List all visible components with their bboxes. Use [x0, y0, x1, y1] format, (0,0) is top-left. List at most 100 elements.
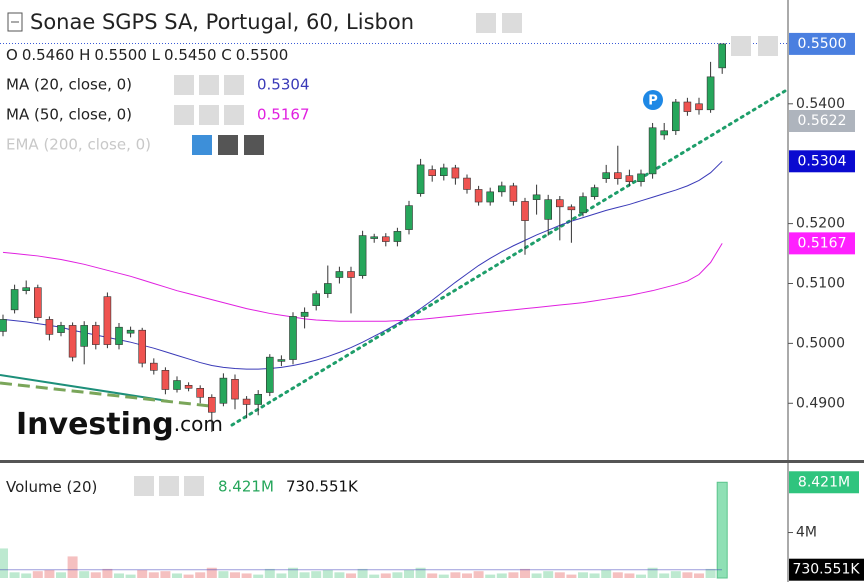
- button[interactable]: [224, 105, 244, 125]
- candle-body: [671, 101, 680, 132]
- volume-bar: [450, 572, 461, 578]
- header-buttons: [134, 13, 778, 496]
- candle-body: [358, 235, 367, 277]
- candle-body: [590, 187, 599, 197]
- axis-tag-label: 0.5167: [798, 235, 847, 251]
- volume-bar: [427, 573, 438, 578]
- candle-body: [312, 293, 321, 306]
- y-tick-label: 0.5000: [796, 335, 845, 351]
- volume-bar: [67, 556, 78, 578]
- ohlc-key: H: [79, 46, 90, 64]
- volume-bar: [682, 572, 693, 578]
- candle-body: [68, 325, 77, 358]
- volume-bar: [21, 573, 32, 578]
- marker-label: P: [648, 94, 658, 109]
- candle-body: [695, 103, 703, 111]
- marker[interactable]: [643, 90, 663, 110]
- axis-tag: [789, 110, 855, 132]
- volume-bar: [230, 572, 240, 578]
- button[interactable]: [218, 135, 238, 155]
- volume-bar: [264, 568, 275, 578]
- ma-line: [2, 160, 723, 370]
- button[interactable]: [476, 13, 496, 33]
- button[interactable]: [184, 476, 204, 496]
- y-tick-label: 0.4900: [796, 395, 845, 411]
- button[interactable]: [758, 36, 778, 56]
- volume-bar: [218, 571, 229, 578]
- axis-tag: [789, 232, 855, 255]
- legend-entry: MA (20, close, 0): [6, 76, 132, 94]
- volume-bar: [288, 567, 298, 578]
- candle-body: [393, 231, 402, 242]
- volume-bar: [438, 574, 449, 578]
- volume-bar: [90, 572, 101, 578]
- candle-body: [150, 362, 158, 371]
- candle-body: [57, 325, 65, 333]
- button[interactable]: [134, 476, 154, 496]
- volume-bar: [148, 572, 159, 578]
- button[interactable]: [192, 135, 212, 155]
- last-price-label: 0.5500: [798, 36, 847, 52]
- legend-value: 0.5167: [257, 106, 310, 124]
- ohlc-legend: O 0.5460 H 0.5500 L 0.5450 C 0.5500: [6, 46, 288, 64]
- volume-bar: [241, 573, 252, 578]
- volume-bar: [334, 572, 345, 578]
- ohlc-value: 0.5460: [22, 46, 75, 64]
- candle-body: [103, 296, 112, 345]
- legend-value: 730.551K: [286, 478, 359, 496]
- collapse-icon[interactable]: [7, 12, 23, 32]
- y-tick-label: 0.5200: [796, 216, 845, 232]
- candle-body: [381, 236, 390, 242]
- candle-body: [161, 370, 170, 390]
- volume-bar: [716, 481, 728, 579]
- candle-body: [613, 172, 622, 179]
- volume-bar: [647, 567, 658, 578]
- y-tick-label: 0.5400: [796, 96, 845, 112]
- candle-body: [660, 130, 669, 136]
- volume-bar: [601, 570, 612, 578]
- axis-tag: [789, 150, 855, 173]
- button[interactable]: [199, 75, 219, 95]
- ohlc-key: L: [152, 46, 161, 64]
- legend-entry: MA (50, close, 0): [6, 106, 132, 124]
- button[interactable]: [224, 75, 244, 95]
- candle-body: [80, 325, 88, 347]
- volume-bar: [694, 573, 704, 578]
- volume-bar: [114, 573, 124, 578]
- volume-bar: [137, 570, 148, 578]
- axis-tag-label: 0.5622: [798, 113, 847, 129]
- candle-body: [45, 319, 54, 335]
- button[interactable]: [731, 36, 751, 56]
- button[interactable]: [502, 13, 522, 33]
- candle-body: [138, 329, 146, 364]
- candle-body: [10, 289, 19, 311]
- candle-body: [521, 201, 529, 221]
- button[interactable]: [244, 135, 264, 155]
- trend-line: [0, 374, 169, 402]
- axis-tag-label: 730.551K: [792, 562, 860, 578]
- button[interactable]: [174, 75, 194, 95]
- y-tick-label: 4M: [796, 525, 817, 541]
- candle-body: [602, 172, 611, 179]
- axis-tag-label: 0.5304: [798, 153, 847, 169]
- candle-body: [289, 316, 297, 360]
- candle-body: [22, 287, 31, 291]
- volume-bar: [369, 574, 380, 578]
- candle-body: [173, 380, 181, 390]
- axis-tag: [789, 471, 859, 494]
- candle-body: [474, 189, 483, 203]
- candle-body: [196, 388, 204, 398]
- candle-body: [451, 167, 460, 179]
- candle-body: [428, 169, 437, 176]
- button[interactable]: [199, 105, 219, 125]
- volume-bar: [670, 571, 681, 578]
- candle-body: [323, 283, 332, 294]
- button[interactable]: [174, 105, 194, 125]
- candle-body: [706, 76, 715, 111]
- volume-bar: [566, 574, 577, 578]
- candle-body: [544, 199, 553, 220]
- button[interactable]: [159, 476, 179, 496]
- candle-body: [335, 271, 344, 278]
- volume-bar: [404, 570, 414, 578]
